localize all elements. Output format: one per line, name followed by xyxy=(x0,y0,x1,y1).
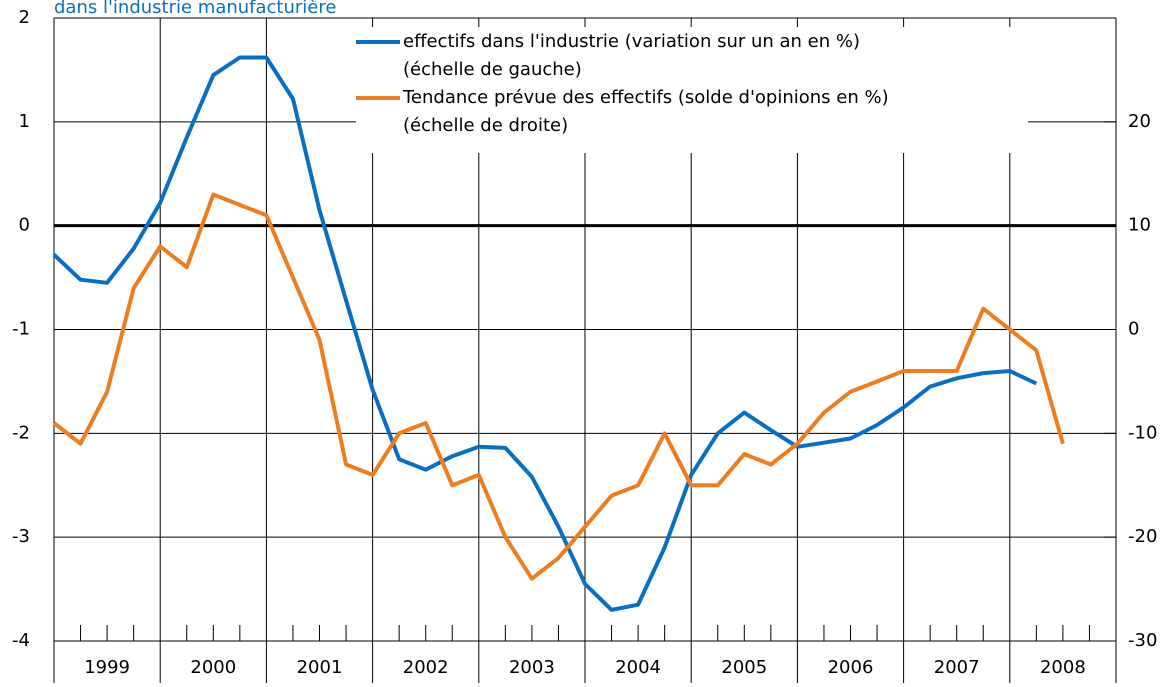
x-tick-label: 2003 xyxy=(509,657,555,678)
y-tick-label: -4 xyxy=(12,630,30,651)
y2-tick-label: 10 xyxy=(1128,215,1151,236)
y-tick-label: 1 xyxy=(19,111,30,132)
y2-tick-label: -20 xyxy=(1128,526,1157,547)
y2-tick-label: -10 xyxy=(1128,422,1157,443)
y-tick-label: 2 xyxy=(19,7,30,28)
y-tick-label: -1 xyxy=(12,319,30,340)
legend-label: effectifs dans l'industrie (variation su… xyxy=(403,31,860,52)
y2-tick-label: -30 xyxy=(1128,630,1157,651)
x-tick-label: 2004 xyxy=(615,657,661,678)
x-tick-label: 2002 xyxy=(403,657,449,678)
legend-note: (échelle de droite) xyxy=(403,115,568,136)
x-tick-label: 2008 xyxy=(1040,657,1086,678)
y-tick-label: -2 xyxy=(12,422,30,443)
y2-tick-label: 20 xyxy=(1128,111,1151,132)
x-tick-label: 2000 xyxy=(190,657,236,678)
series-line xyxy=(52,192,1065,581)
legend-label: Tendance prévue des effectifs (solde d'o… xyxy=(402,87,889,108)
y-tick-label: 0 xyxy=(19,215,30,236)
chart-title: dans l'industrie manufacturière xyxy=(54,0,336,18)
x-tick-label: 2007 xyxy=(934,657,980,678)
x-tick-label: 1999 xyxy=(84,657,130,678)
x-tick-label: 2001 xyxy=(297,657,343,678)
legend-background xyxy=(356,27,1028,153)
x-tick-label: 2005 xyxy=(721,657,767,678)
y-tick-label: -3 xyxy=(12,526,30,547)
series-line xyxy=(52,55,1038,612)
y2-tick-label: 0 xyxy=(1128,319,1139,340)
x-tick-label: 2006 xyxy=(828,657,874,678)
legend-note: (échelle de gauche) xyxy=(403,59,582,80)
